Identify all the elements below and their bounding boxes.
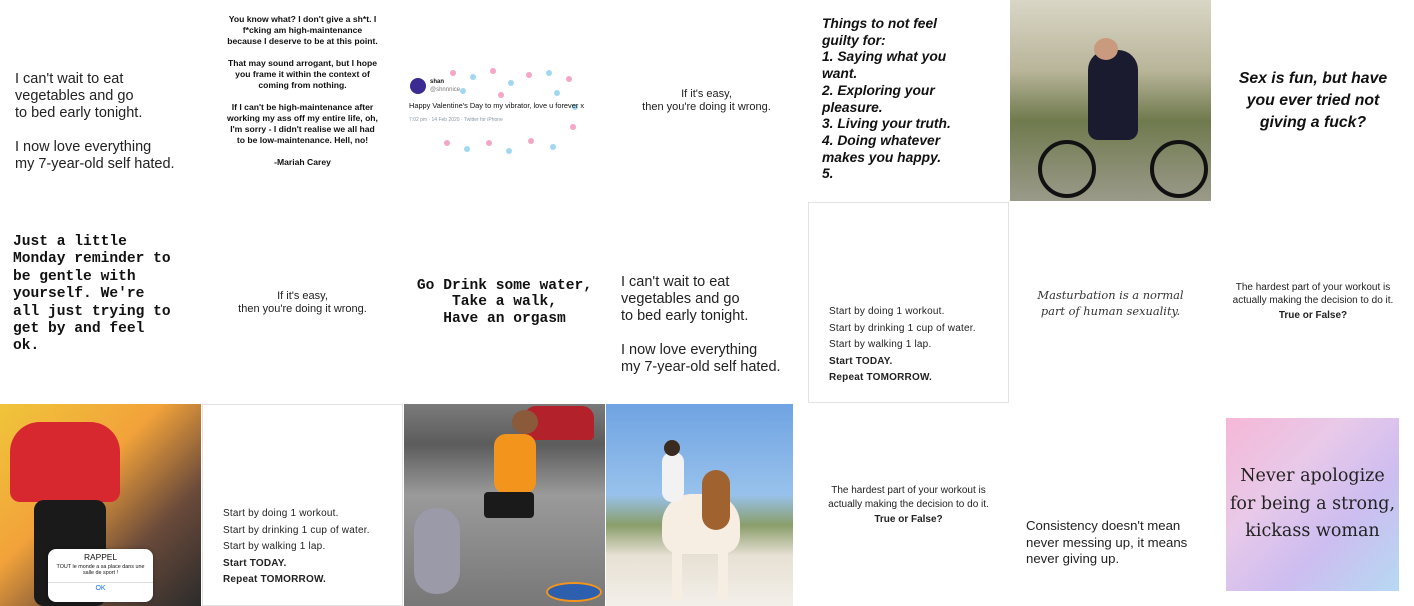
- quote-text: Go Drink some water, Take a walk, Have a…: [416, 277, 593, 327]
- list-line: Start by walking 1 lap.: [829, 339, 932, 350]
- bike-wheel-back: [1038, 140, 1096, 198]
- avatar: [410, 78, 426, 94]
- post-tile-not-guilty[interactable]: Things to not feel guilty for: 1. Saying…: [808, 0, 1009, 201]
- alert-dialog: RAPPEL TOUT le monde a sa place dans une…: [48, 549, 153, 602]
- post-tile-rappel[interactable]: RAPPEL TOUT le monde a sa place dans une…: [0, 404, 201, 606]
- post-tile-never-apologize[interactable]: Never apologize for being a strong, kick…: [1212, 404, 1414, 606]
- start-by-list: Start by doing 1 workout. Start by drink…: [223, 506, 370, 589]
- tweet-text: Happy Valentine's Day to my vibrator, lo…: [409, 101, 585, 110]
- runner-figure: [494, 434, 536, 494]
- quote-text: I can't wait to eat vegetables and go to…: [15, 71, 175, 172]
- dog-figure: [414, 508, 460, 594]
- quote-block: The hardest part of your workout is actu…: [1212, 281, 1414, 324]
- list-line: Start by doing 1 workout.: [829, 306, 945, 317]
- horse-neck: [702, 470, 730, 530]
- list-line: Start TODAY.: [223, 557, 287, 569]
- post-tile-vegetables[interactable]: I can't wait to eat vegetables and go to…: [0, 0, 201, 201]
- cyclist-figure: [1088, 50, 1138, 140]
- alert-title: RAPPEL: [83, 552, 118, 562]
- post-tile-tweet[interactable]: shan @shnnnice Happy Valentine's Day to …: [404, 0, 605, 201]
- quote-text: Things to not feel guilty for: 1. Saying…: [822, 16, 951, 182]
- post-tile-consistency[interactable]: Consistency doesn't mean never messing u…: [1010, 404, 1211, 606]
- quote-question: True or False?: [1278, 310, 1348, 321]
- post-tile-hardest-part[interactable]: The hardest part of your workout is actu…: [1212, 202, 1414, 403]
- bike-wheel-front: [1150, 140, 1208, 198]
- list-line: Start by walking 1 lap.: [223, 541, 326, 552]
- list-line: Start by doing 1 workout.: [223, 508, 339, 519]
- start-by-list: Start by doing 1 workout. Start by drink…: [829, 304, 976, 387]
- rider-figure: [662, 452, 684, 502]
- brand-logo-badge: [546, 582, 602, 602]
- list-line: Start by drinking 1 cup of water.: [223, 524, 370, 536]
- quote-text: Consistency doesn't mean never messing u…: [1026, 518, 1188, 567]
- horse-leg-right: [718, 550, 728, 600]
- quote-text: If it's easy, then you're doing it wrong…: [238, 289, 367, 315]
- quote-text: Just a little Monday reminder to be gent…: [13, 234, 171, 355]
- post-tile-easy[interactable]: If it's easy, then you're doing it wrong…: [606, 0, 807, 201]
- red-hoodie-figure: [10, 422, 120, 502]
- tweet-author-handle: @shnnnice: [430, 87, 461, 93]
- alert-body: TOUT le monde a sa place dans une salle …: [56, 564, 145, 577]
- post-tile-masturbation[interactable]: Masturbation is a normal part of human s…: [1010, 202, 1211, 403]
- quote-text: Masturbation is a normal part of human s…: [1037, 287, 1184, 318]
- alert-ok-button[interactable]: OK: [48, 581, 153, 592]
- list-line: Repeat TOMORROW.: [829, 372, 933, 383]
- horse-leg-left: [672, 550, 682, 600]
- quote-text: Sex is fun, but have you ever tried not …: [1238, 70, 1388, 131]
- post-tile-drink-water[interactable]: Go Drink some water, Take a walk, Have a…: [404, 202, 605, 403]
- post-tile-monday-reminder[interactable]: Just a little Monday reminder to be gent…: [0, 202, 201, 403]
- post-tile-vegetables-2[interactable]: I can't wait to eat vegetables and go to…: [606, 202, 807, 403]
- quote-text: If it's easy, then you're doing it wrong…: [642, 87, 771, 113]
- tweet-author-name: shan: [430, 79, 445, 85]
- post-tile-hardest-part-2[interactable]: The hardest part of your workout is actu…: [808, 404, 1009, 606]
- post-tile-start-by[interactable]: Start by doing 1 workout. Start by drink…: [808, 202, 1009, 403]
- quote-question: True or False?: [874, 514, 943, 525]
- rider-head: [664, 440, 680, 456]
- quote-text: The hardest part of your workout is actu…: [828, 485, 989, 510]
- runner-shorts: [484, 492, 534, 518]
- cyclist-head: [1094, 38, 1118, 60]
- gradient-card: Never apologize for being a strong, kick…: [1226, 418, 1399, 591]
- post-tile-start-by-2[interactable]: Start by doing 1 workout. Start by drink…: [202, 404, 403, 606]
- tweet-meta: 7:02 pm · 14 Feb 2020 · Twitter for iPho…: [409, 117, 503, 123]
- list-line: Start TODAY.: [829, 355, 893, 367]
- runner-head: [512, 410, 538, 434]
- post-tile-runner-dog[interactable]: [404, 404, 605, 606]
- quote-text: You know what? I don't give a sh*t. I f*…: [227, 14, 378, 167]
- post-tile-sex-fun[interactable]: Sex is fun, but have you ever tried not …: [1212, 0, 1414, 201]
- quote-block: The hardest part of your workout is actu…: [808, 484, 1009, 528]
- post-tile-mariah-quote[interactable]: You know what? I don't give a sh*t. I f*…: [202, 0, 403, 201]
- post-tile-cyclist[interactable]: [1010, 0, 1211, 201]
- quote-text: I can't wait to eat vegetables and go to…: [621, 274, 781, 375]
- list-line: Repeat TOMORROW.: [223, 574, 327, 585]
- post-tile-easy-2[interactable]: If it's easy, then you're doing it wrong…: [202, 202, 403, 403]
- list-line: Start by drinking 1 cup of water.: [829, 322, 976, 334]
- quote-text: Never apologize for being a strong, kick…: [1229, 466, 1396, 542]
- post-tile-horse[interactable]: [606, 404, 793, 606]
- quote-text: The hardest part of your workout is actu…: [1232, 282, 1394, 306]
